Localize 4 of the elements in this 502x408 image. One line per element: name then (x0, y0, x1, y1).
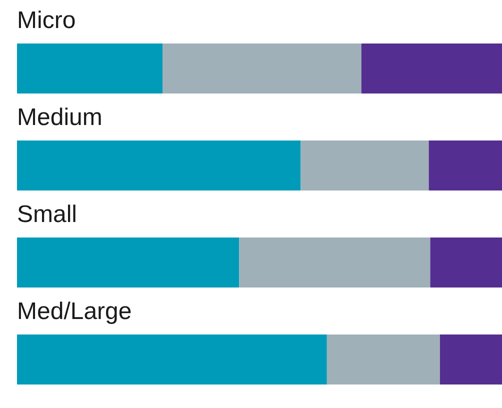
y-tick-label: Medium (17, 104, 102, 131)
y-tick-label: Med/Large (17, 298, 132, 325)
y-tick-label: Micro (17, 7, 76, 34)
y-tick-label: Small (17, 201, 78, 228)
